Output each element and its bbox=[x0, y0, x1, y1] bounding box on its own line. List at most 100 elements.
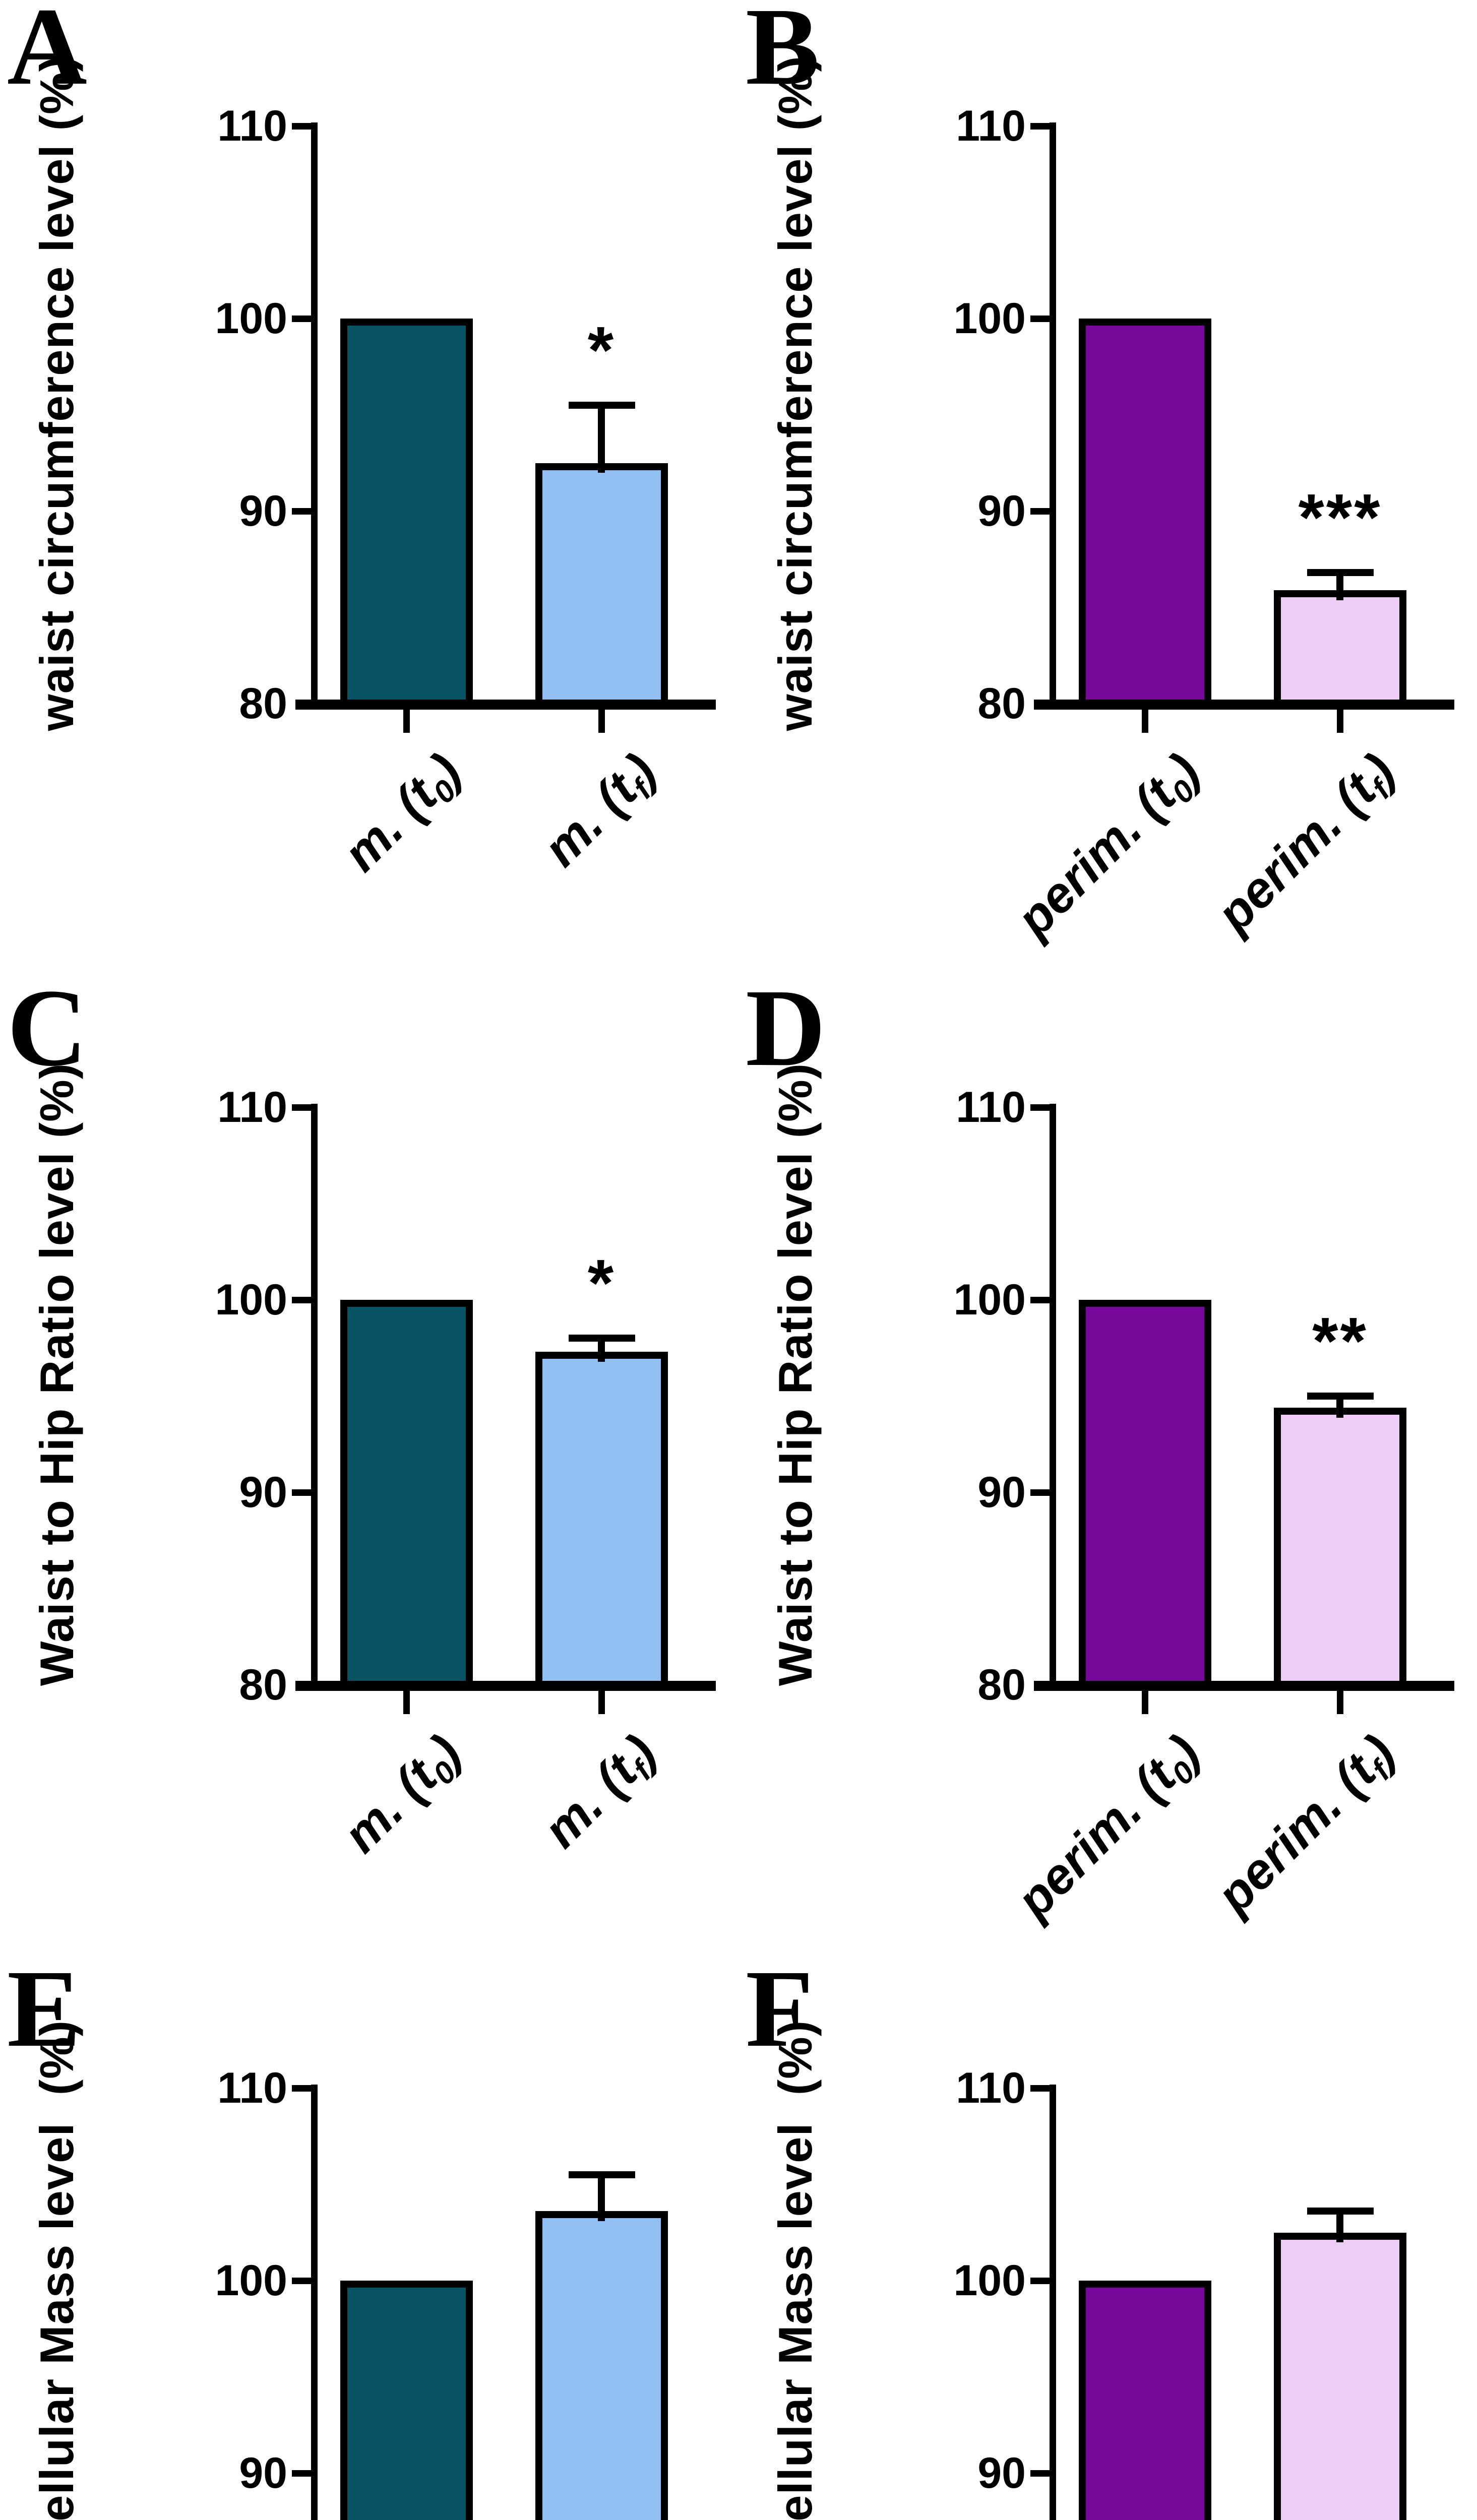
x-category-label: perim. (tf) bbox=[1205, 742, 1405, 943]
x-category-label: perim. (t0) bbox=[1005, 742, 1210, 948]
x-category-label: m. (t0) bbox=[332, 742, 472, 883]
panel-e: E Body Cellular Mass level (%) 110 100 9… bbox=[0, 1953, 738, 2520]
x-tick-mark bbox=[1142, 1691, 1148, 1714]
y-tick-mark bbox=[292, 123, 311, 130]
panel-letter: D bbox=[746, 966, 826, 1089]
y-tick-label: 80 bbox=[977, 679, 1026, 728]
panel-d: D Waist to Hip Ratio level (%) 110 100 9… bbox=[738, 972, 1477, 1963]
bar-t0 bbox=[1079, 319, 1211, 707]
x-tick-mark bbox=[598, 1691, 605, 1714]
error-bar-cap bbox=[1307, 2208, 1374, 2215]
y-tick-mark bbox=[292, 2470, 311, 2477]
y-tick-label: 90 bbox=[239, 487, 287, 535]
bar-tf bbox=[1274, 1407, 1406, 1688]
y-axis-label: Body Cellular Mass level (%) bbox=[30, 2020, 83, 2520]
y-tick-label: 90 bbox=[977, 2449, 1026, 2497]
error-bar-cap bbox=[569, 1335, 635, 1342]
bar-tf bbox=[1274, 2232, 1406, 2520]
y-tick-label: 110 bbox=[217, 2064, 287, 2112]
y-tick-label: 100 bbox=[215, 1276, 288, 1324]
panel-a: A waist circumference level (%) 110 100 … bbox=[0, 0, 738, 981]
significance-stars: * bbox=[587, 1246, 616, 1320]
y-axis-label: Body Cellular Mass level (%) bbox=[769, 2020, 822, 2520]
y-axis-label-wrap: waist circumference level (%) bbox=[748, 55, 843, 731]
y-axis-line bbox=[1050, 122, 1056, 708]
y-tick-mark bbox=[1030, 316, 1050, 322]
x-tick-mark bbox=[1337, 710, 1343, 733]
panel-letter: F bbox=[746, 1947, 814, 2070]
error-bar-stem bbox=[1336, 1396, 1343, 1418]
x-category-label: m. (tf) bbox=[532, 742, 667, 877]
x-category-label: perim. (t0) bbox=[1005, 1724, 1210, 1929]
y-tick-mark bbox=[292, 1489, 311, 1496]
y-tick-mark bbox=[1030, 123, 1050, 130]
x-axis-line bbox=[295, 700, 716, 710]
y-tick-label: 100 bbox=[953, 1276, 1026, 1324]
error-bar-stem bbox=[598, 405, 605, 473]
y-tick-label: 90 bbox=[239, 1468, 287, 1517]
y-tick-mark bbox=[1030, 508, 1050, 515]
error-bar-cap bbox=[1307, 569, 1374, 577]
error-bar-stem bbox=[598, 2174, 605, 2222]
x-tick-mark bbox=[403, 710, 410, 733]
bar-t0 bbox=[340, 319, 473, 707]
panel-b: B waist circumference level (%) 110 100 … bbox=[738, 0, 1477, 981]
panel-letter: E bbox=[7, 1947, 81, 2070]
y-axis-label: Waist to Hip Ratio level (%) bbox=[769, 1062, 822, 1686]
x-axis-line bbox=[295, 1681, 716, 1691]
bar-t0 bbox=[1079, 1300, 1211, 1688]
y-axis-label-wrap: Body Cellular Mass level (%) bbox=[9, 2018, 105, 2520]
bar-t0 bbox=[1079, 2281, 1211, 2520]
error-bar-stem bbox=[598, 1338, 605, 1362]
y-axis-label: waist circumference level (%) bbox=[769, 55, 822, 731]
significance-stars: *** bbox=[1298, 480, 1382, 555]
y-tick-label: 100 bbox=[953, 294, 1026, 343]
y-tick-label: 100 bbox=[215, 2256, 288, 2305]
error-bar-cap bbox=[1307, 1393, 1374, 1400]
panel-letter: A bbox=[7, 0, 87, 108]
y-tick-label: 80 bbox=[239, 1661, 287, 1709]
significance-stars: * bbox=[587, 312, 616, 387]
y-axis-label-wrap: Waist to Hip Ratio level (%) bbox=[748, 1037, 843, 1712]
y-axis-line bbox=[1050, 2085, 1056, 2520]
bar-t0 bbox=[340, 1300, 473, 1688]
error-bar-cap bbox=[569, 401, 635, 409]
y-tick-mark bbox=[292, 2278, 311, 2284]
panel-letter: B bbox=[746, 0, 820, 108]
bar-t0 bbox=[340, 2281, 473, 2520]
y-tick-mark bbox=[292, 1297, 311, 1303]
error-bar-stem bbox=[1336, 573, 1343, 600]
significance-stars: ** bbox=[1312, 1304, 1368, 1378]
x-category-label: m. (t0) bbox=[332, 1724, 472, 1864]
error-bar-cap bbox=[569, 2171, 635, 2178]
y-tick-label: 90 bbox=[239, 2449, 287, 2497]
bar-tf bbox=[535, 2211, 668, 2520]
error-bar-stem bbox=[1336, 2211, 1343, 2243]
panel-c: C Waist to Hip Ratio level (%) 110 100 9… bbox=[0, 972, 738, 1963]
y-axis-line bbox=[311, 122, 318, 708]
y-tick-label: 110 bbox=[956, 2064, 1026, 2112]
y-tick-mark bbox=[292, 1104, 311, 1111]
y-tick-mark bbox=[1030, 1489, 1050, 1496]
x-axis-line bbox=[1034, 700, 1454, 710]
panel-letter: C bbox=[7, 966, 87, 1089]
x-category-label: m. (tf) bbox=[532, 1724, 667, 1859]
y-tick-mark bbox=[1030, 1104, 1050, 1111]
bar-tf bbox=[535, 1352, 668, 1688]
bar-tf bbox=[535, 463, 668, 707]
y-tick-mark bbox=[292, 2085, 311, 2092]
x-tick-mark bbox=[403, 1691, 410, 1714]
x-tick-mark bbox=[1337, 1691, 1343, 1714]
y-axis-label: Waist to Hip Ratio level (%) bbox=[30, 1062, 83, 1686]
y-axis-label-wrap: waist circumference level (%) bbox=[9, 55, 105, 731]
y-tick-label: 100 bbox=[215, 294, 288, 343]
y-axis-label: waist circumference level (%) bbox=[30, 55, 83, 731]
y-axis-label-wrap: Body Cellular Mass level (%) bbox=[748, 2018, 843, 2520]
y-axis-line bbox=[311, 2085, 318, 2520]
x-category-label: perim. (tf) bbox=[1205, 1724, 1405, 1924]
y-tick-mark bbox=[1030, 2470, 1050, 2477]
y-tick-label: 90 bbox=[977, 487, 1026, 535]
y-tick-mark bbox=[1030, 2085, 1050, 2092]
panel-f: F Body Cellular Mass level (%) 110 100 9… bbox=[738, 1953, 1477, 2520]
